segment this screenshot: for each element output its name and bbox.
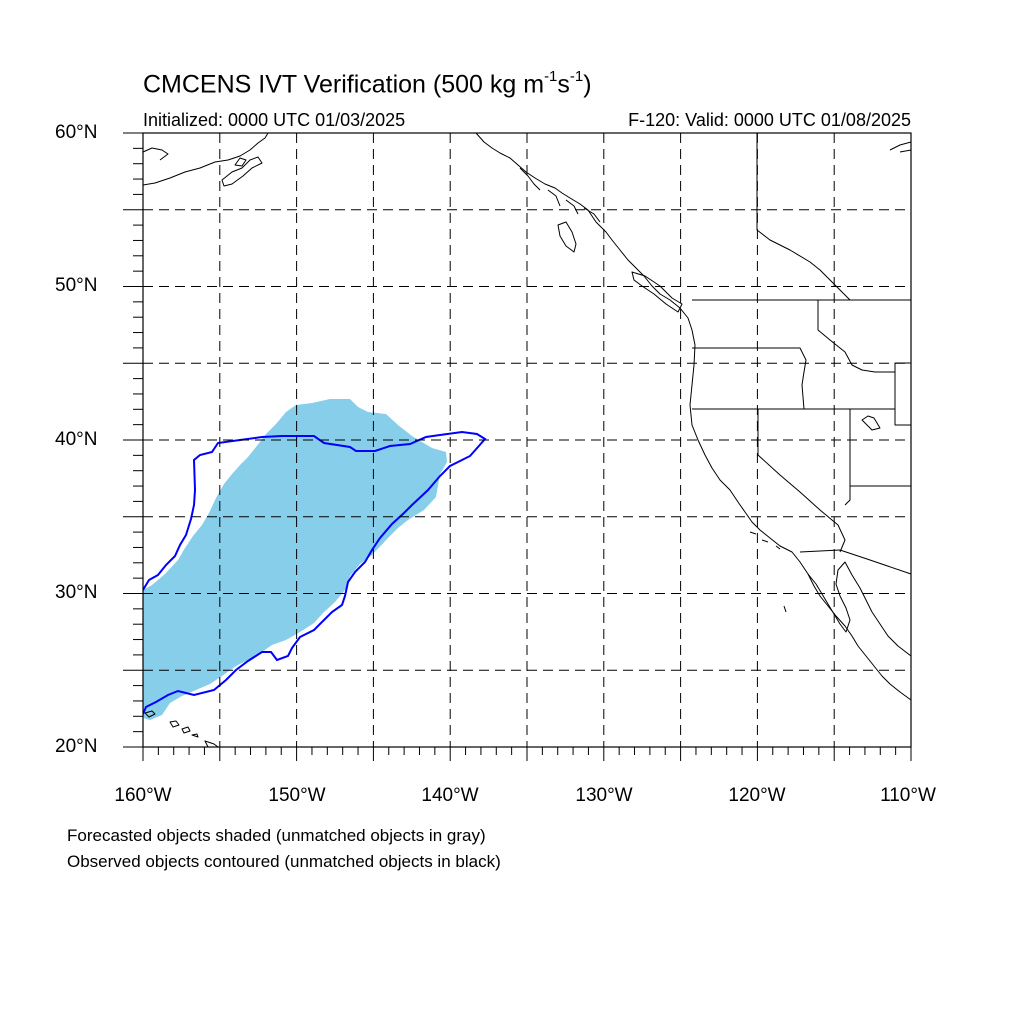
- alaska-panhandle: [519, 167, 601, 223]
- lat-label-40n: 40°N: [55, 429, 98, 450]
- axis-ticks: [123, 132, 912, 761]
- us-mexico-border: [799, 549, 912, 575]
- haida-gwaii: [557, 221, 577, 253]
- map-title: CMCENS IVT Verification (500 kg m-1s-1): [143, 68, 592, 99]
- vancouver-island: [631, 271, 683, 313]
- great-salt-lake: [861, 415, 881, 431]
- lat-label-30n: 30°N: [55, 582, 98, 603]
- north-america-coast: [475, 132, 912, 701]
- lon-label-120w: 120°W: [728, 785, 786, 806]
- lon-label-110w: 110°W: [880, 785, 936, 806]
- california-border: [757, 409, 846, 553]
- lat-label-20n: 20°N: [55, 736, 98, 757]
- forecast-object: [143, 399, 447, 720]
- state-borders: [692, 300, 911, 506]
- lat-label-60n: 60°N: [55, 122, 98, 143]
- coastlines: [142, 132, 912, 748]
- plot-frame: [142, 132, 912, 748]
- lat-lon-grid: [143, 133, 911, 747]
- lon-label-130w: 130°W: [575, 785, 633, 806]
- forecast-note: Forecasted objects shaded (unmatched obj…: [67, 826, 486, 845]
- kodiak-island: [221, 156, 263, 187]
- alaska-coast: [142, 132, 269, 186]
- initialized-time: Initialized: 0000 UTC 01/03/2025: [143, 110, 406, 130]
- valid-time: F-120: Valid: 0000 UTC 01/08/2025: [628, 110, 911, 130]
- baja-california: [807, 561, 912, 657]
- hawaii-islands: [144, 710, 219, 748]
- lon-label-150w: 150°W: [268, 785, 326, 806]
- observed-note: Observed objects contoured (unmatched ob…: [67, 852, 501, 871]
- lon-label-160w: 160°W: [114, 785, 172, 806]
- lon-label-140w: 140°W: [421, 785, 479, 806]
- canada-interior: [756, 133, 912, 301]
- observed-object-contour: [143, 430, 487, 715]
- lat-label-50n: 50°N: [55, 275, 98, 296]
- channel-islands: [749, 531, 787, 613]
